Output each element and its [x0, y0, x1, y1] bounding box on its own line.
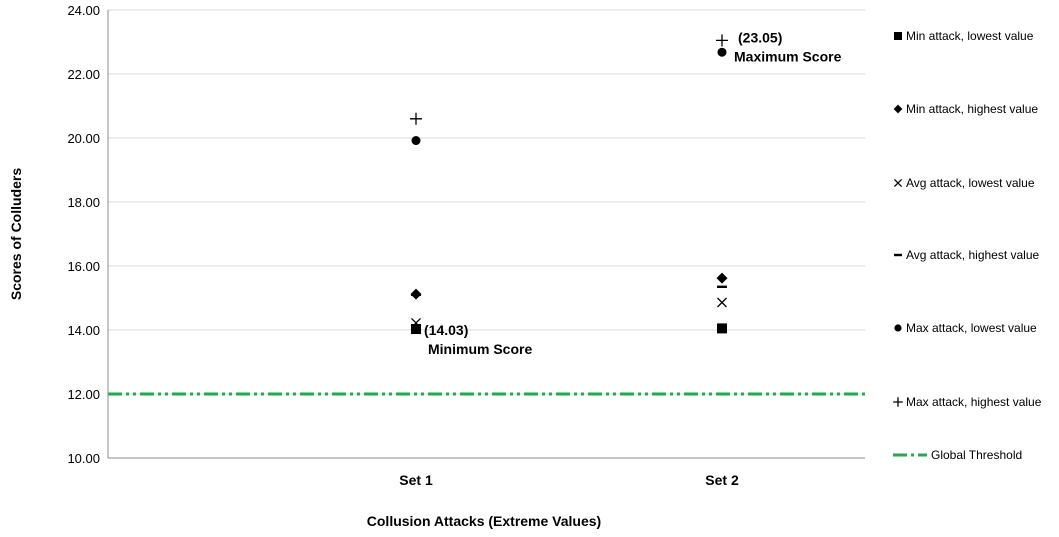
point-diamond-2	[716, 272, 728, 284]
legend-entry-label: Min attack, highest value	[906, 102, 1038, 116]
point-dash-2	[717, 285, 727, 288]
gridlines	[108, 9, 865, 395]
legend-entry-label: Global Threshold	[931, 448, 1022, 462]
x-axis-title: Collusion Attacks (Extreme Values)	[367, 513, 601, 529]
data-points	[410, 34, 728, 335]
point-plus-1	[410, 112, 422, 125]
annotation-label: Minimum Score	[428, 341, 532, 357]
annotations: (14.03) Minimum Score (23.05) Maximum Score	[424, 29, 842, 357]
annotation-label: Maximum Score	[734, 48, 842, 64]
point-circle-2	[717, 47, 727, 57]
y-tick-label: 10.00	[67, 451, 100, 466]
y-axis-title: Scores of Colluders	[8, 168, 24, 300]
x-tick-label: Set 1	[399, 472, 433, 488]
plot-area	[107, 10, 865, 459]
legend-marker-square	[894, 32, 902, 40]
point-circle-1	[411, 136, 421, 146]
y-tick-label: 18.00	[67, 195, 100, 210]
legend-entry-label: Max attack, lowest value	[906, 321, 1037, 335]
y-tick-label: 16.00	[67, 259, 100, 274]
legend-marker-plus	[893, 397, 903, 407]
point-x-2	[717, 297, 727, 308]
point-plus-2	[716, 34, 728, 47]
point-square-1	[411, 324, 421, 335]
legend-marker-circle	[894, 324, 902, 332]
legend-marker-dash	[894, 253, 902, 257]
x-tick-label: Set 2	[705, 472, 739, 488]
x-axis-ticks: Set 1 Set 2	[399, 472, 739, 488]
legend-entry-label: Avg attack, lowest value	[906, 176, 1035, 190]
legend: Min attack, lowest value Min attack, high…	[893, 29, 1042, 462]
y-tick-label: 24.00	[67, 3, 100, 18]
point-square-2	[717, 323, 727, 334]
y-tick-label: 12.00	[67, 387, 100, 402]
y-tick-label: 22.00	[67, 67, 100, 82]
legend-entry-label: Min attack, lowest value	[906, 29, 1034, 43]
point-dash-1	[411, 293, 421, 296]
annotation-value: (23.05)	[738, 29, 782, 45]
annotation-value: (14.03)	[424, 322, 468, 338]
legend-marker-diamond	[893, 104, 903, 114]
legend-marker-x	[893, 178, 903, 188]
legend-entry-label: Avg attack, highest value	[906, 248, 1040, 262]
y-tick-label: 14.00	[67, 323, 100, 338]
legend-entry-label: Max attack, highest value	[906, 395, 1042, 409]
point-x-1	[411, 318, 421, 328]
y-axis-ticks: 10.00 12.00 14.00 16.00 18.00 20.00 22.00 24.00	[67, 3, 100, 466]
y-tick-label: 20.00	[67, 131, 100, 146]
